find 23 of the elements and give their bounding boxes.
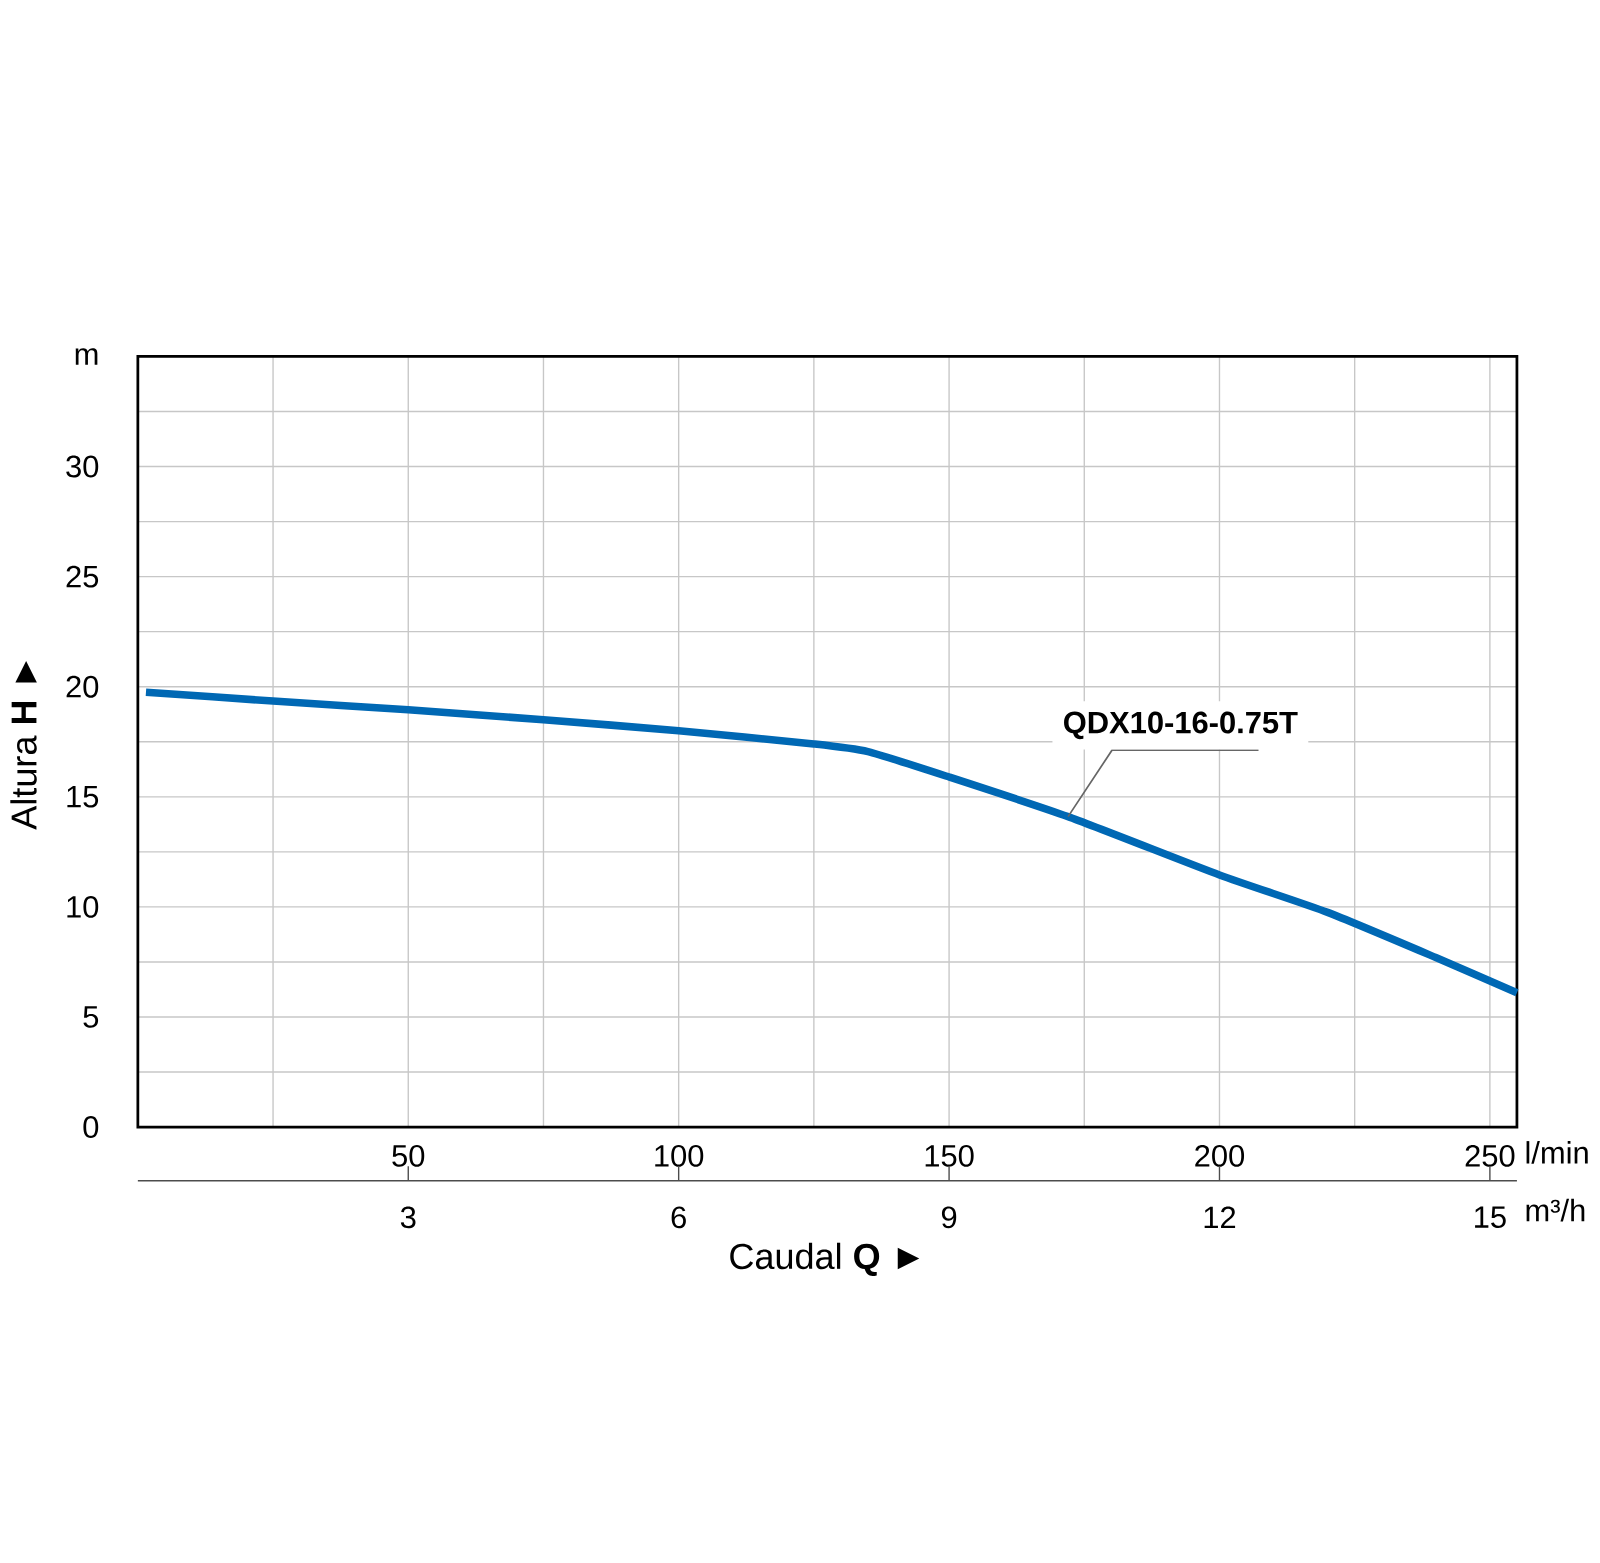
y-tick-label: 0 [83, 1116, 99, 1139]
y-tick-label: 15 [67, 786, 99, 808]
x-tick-label: 200 [1195, 1145, 1245, 1167]
text: m³/h [1526, 1198, 1585, 1222]
x2-tick-label: 6 [671, 1206, 686, 1229]
x-axis-title: Caudal Q ► [730, 1242, 920, 1277]
x-tick-label: 50 [392, 1145, 425, 1167]
x2-tick-label: 3 [400, 1206, 416, 1229]
x2-tick-label: 15 [1475, 1206, 1506, 1229]
x2-tick-label: 9 [941, 1206, 957, 1229]
y-tick-label: 5 [83, 1006, 99, 1028]
x-tick-label: 250 [1465, 1145, 1515, 1167]
y-tick-label: 25 [66, 565, 99, 588]
y-tick-label: 20 [66, 675, 99, 698]
y-axis-title: Altura H ► [10, 661, 37, 830]
text: l/min [1526, 1141, 1588, 1164]
y-tick-label: 10 [67, 896, 99, 919]
x2-tick-label: 12 [1204, 1206, 1236, 1229]
y-tick-label: 30 [66, 455, 99, 478]
text: QDX10-16-0.75T [1064, 711, 1298, 740]
y-tick-label: m [75, 348, 98, 365]
x-tick-label: 100 [655, 1145, 704, 1167]
x-tick-label: 150 [925, 1145, 974, 1167]
